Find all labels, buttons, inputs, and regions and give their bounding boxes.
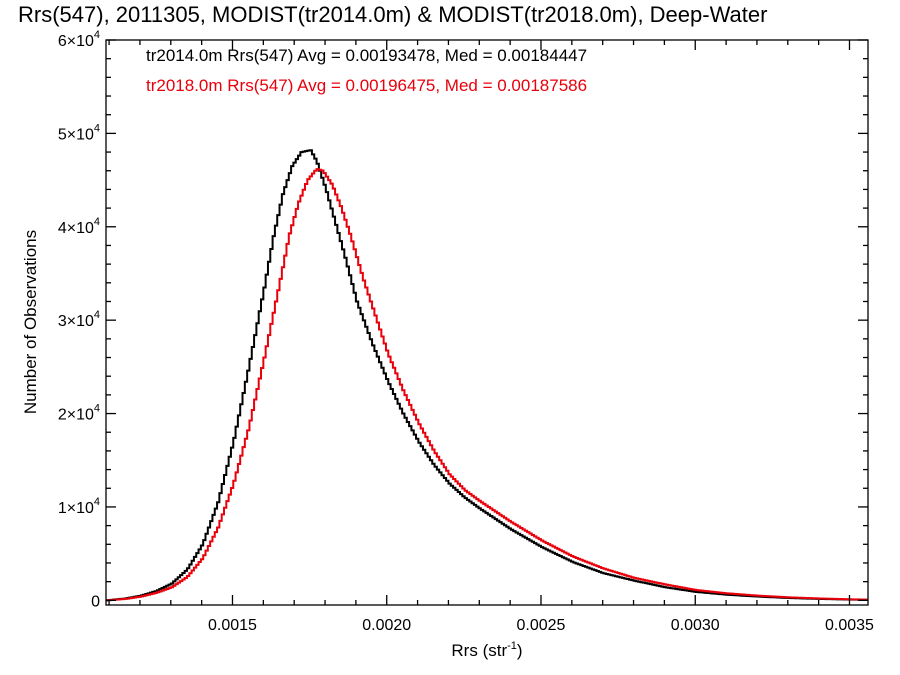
x-tick-label: 0.0020	[362, 617, 411, 634]
chart-title: Rrs(547), 2011305, MODIST(tr2014.0m) & M…	[18, 2, 767, 27]
y-tick-label: 5×104	[58, 122, 100, 143]
y-tick-mantissa: 0	[91, 593, 100, 610]
y-tick-exponent: 4	[94, 403, 100, 415]
y-tick-mantissa: 3×10	[58, 313, 94, 330]
y-tick-mantissa: 2×10	[58, 407, 94, 424]
x-axis-label-main: Rrs (str	[451, 641, 507, 660]
y-tick-exponent: 4	[94, 496, 100, 508]
x-axis-label: Rrs (str-1)	[451, 640, 522, 660]
y-tick-mantissa: 4×10	[58, 220, 94, 237]
y-tick-mantissa: 1×10	[58, 500, 94, 517]
y-tick-mantissa: 5×10	[58, 126, 94, 143]
y-tick-exponent: 4	[94, 309, 100, 321]
x-axis-label-suffix: )	[517, 641, 523, 660]
y-tick-label: 4×104	[58, 216, 100, 237]
plot-frame	[105, 39, 869, 606]
x-tick-label: 0.0015	[208, 617, 257, 634]
y-tick-label: 2×104	[58, 403, 100, 424]
y-tick-label: 0	[91, 593, 100, 610]
y-tick-exponent: 4	[94, 122, 100, 134]
series-line-1	[106, 168, 869, 602]
series-layer	[106, 149, 869, 602]
y-axis-label: Number of Observations	[21, 230, 40, 414]
y-tick-label: 3×104	[58, 309, 100, 330]
x-tick-label: 0.0025	[517, 617, 566, 634]
x-tick-label: 0.0030	[671, 617, 720, 634]
legend-entry-tr2018: tr2018.0m Rrs(547) Avg = 0.00196475, Med…	[146, 76, 587, 95]
y-tick-exponent: 4	[94, 29, 100, 41]
y-tick-label: 6×104	[58, 29, 100, 50]
x-tick-label: 0.0035	[825, 617, 874, 634]
series-line-0	[106, 149, 869, 602]
y-tick-label: 1×104	[58, 496, 100, 517]
y-tick-exponent: 4	[94, 216, 100, 228]
y-tick-mantissa: 6×10	[58, 33, 94, 50]
x-axis: 0.0015 0.0020 0.0025 0.0030 0.0035	[108, 40, 874, 634]
legend-entry-tr2014: tr2014.0m Rrs(547) Avg = 0.00193478, Med…	[146, 46, 587, 65]
x-axis-label-sup: -1	[507, 640, 517, 652]
